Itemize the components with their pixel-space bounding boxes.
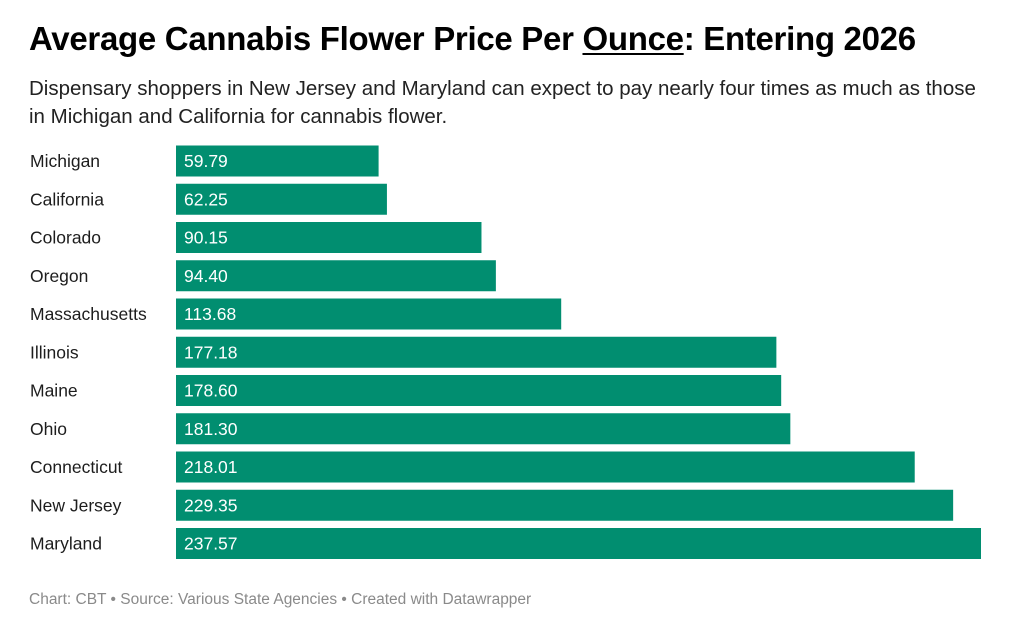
value-label: 178.60 [184,381,238,401]
category-label: Michigan [30,151,100,171]
bar [176,260,496,292]
value-label: 181.30 [184,419,238,439]
value-label: 62.25 [184,189,228,209]
category-label: Massachusetts [30,304,147,324]
category-label: Maryland [30,534,102,554]
value-label: 94.40 [184,266,228,286]
chart-subtitle: Dispensary shoppers in New Jersey and Ma… [29,77,976,128]
value-label: 59.79 [184,151,228,171]
bar [176,413,791,445]
bar [176,222,482,253]
title-text: Average Cannabis Flower Price Per [29,20,583,57]
value-label: 177.18 [184,342,238,362]
title-text-end: : Entering 2026 [683,20,916,57]
category-label: Illinois [30,342,79,362]
value-label: 90.15 [184,228,228,248]
category-label: Oregon [30,266,88,286]
category-label: California [30,189,104,209]
value-label: 237.57 [184,534,238,554]
bar [176,145,379,177]
value-label: 113.68 [184,304,236,324]
category-label: Colorado [30,228,101,248]
category-label: New Jersey [30,495,122,515]
category-label: Connecticut [30,457,123,477]
bar [176,528,981,559]
chart-title: Average Cannabis Flower Price Per Ounce:… [29,20,916,58]
bar [176,375,782,406]
title-underlined-word: Ounce [582,20,684,57]
value-label: 218.01 [184,457,238,477]
category-label: Maine [30,381,78,401]
value-label: 229.35 [184,495,238,515]
bar [176,489,954,521]
category-label: Ohio [30,419,67,439]
bar [176,298,562,330]
bar [176,183,387,215]
chart-footer: Chart: CBT • Source: Various State Agenc… [29,591,532,608]
bar [176,336,777,368]
bar [176,451,915,483]
